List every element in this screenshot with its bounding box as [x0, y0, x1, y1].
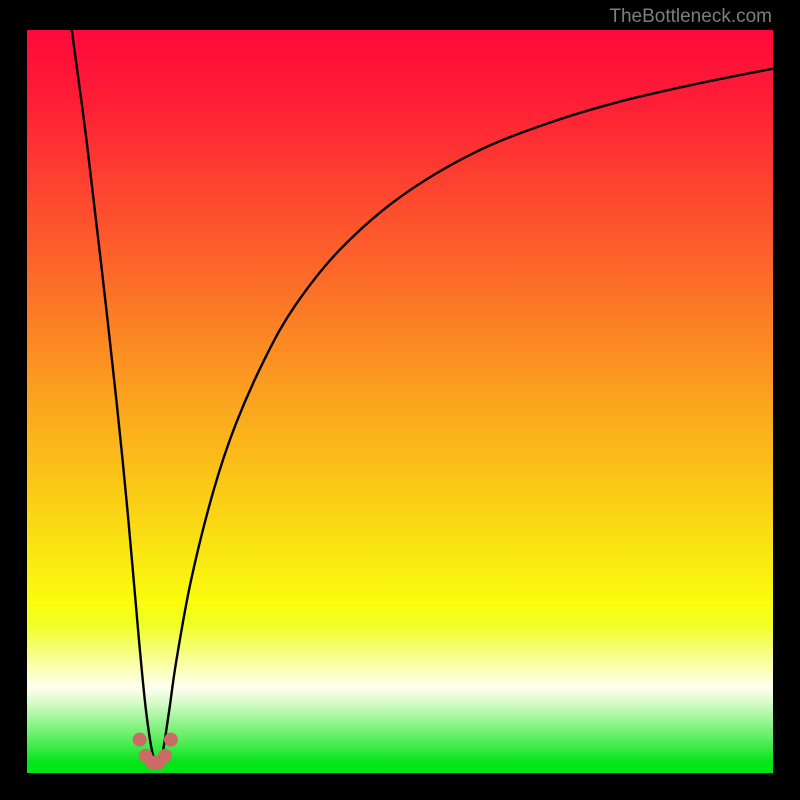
marker-dot: [133, 733, 147, 747]
plot-area: [27, 30, 773, 773]
marker-dot: [158, 749, 172, 763]
vertex-markers: [133, 733, 178, 770]
curve-layer: [27, 30, 773, 773]
watermark-text: TheBottleneck.com: [609, 6, 772, 28]
marker-dot: [164, 733, 178, 747]
bottleneck-chart: TheBottleneck.com: [0, 0, 800, 800]
bottleneck-curve: [72, 30, 773, 764]
